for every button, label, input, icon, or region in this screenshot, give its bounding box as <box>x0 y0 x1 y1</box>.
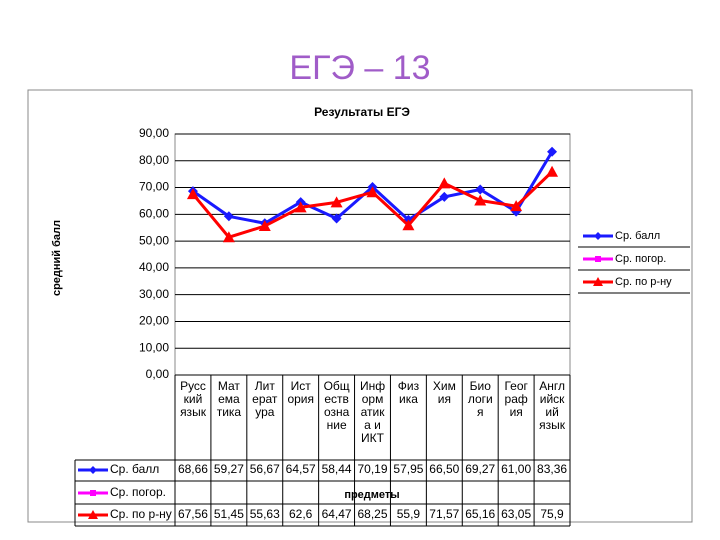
legend-label: Ср. погор. <box>615 253 666 265</box>
chart-title: Результаты ЕГЭ <box>314 105 410 119</box>
y-tick-label: 40,00 <box>139 260 169 274</box>
x-tick-label: Хим ия <box>432 379 456 406</box>
table-value: 55,63 <box>250 507 280 521</box>
legend-marker <box>88 510 98 519</box>
marker <box>474 194 487 206</box>
y-tick-label: 80,00 <box>139 153 169 167</box>
marker <box>330 196 343 208</box>
y-tick-label: 30,00 <box>139 287 169 301</box>
slide-title: ЕГЭ – 13 <box>289 49 430 87</box>
y-tick-label: 10,00 <box>139 340 169 354</box>
table-value: 63,05 <box>501 507 531 521</box>
y-tick-label: 50,00 <box>139 233 169 247</box>
y-tick-label: 0,00 <box>146 367 170 381</box>
x-tick-label: Геог раф ия <box>504 379 528 419</box>
marker <box>186 188 199 200</box>
legend-marker <box>594 232 602 240</box>
marker <box>546 165 559 177</box>
legend-label: Ср. по р-ну <box>615 276 672 288</box>
marker <box>439 191 450 202</box>
marker <box>331 213 342 224</box>
marker <box>258 220 271 232</box>
table-value: 51,45 <box>214 507 244 521</box>
table-value: 64,47 <box>322 507 352 521</box>
y-tick-label: 60,00 <box>139 207 169 221</box>
table-value: 66,50 <box>429 462 459 476</box>
x-tick-label: Англ ийск ий язык <box>539 379 566 432</box>
x-tick-label: Ист ория <box>287 379 314 406</box>
table-value: 59,27 <box>214 462 244 476</box>
table-value: 83,36 <box>537 462 567 476</box>
x-axis-label: предметы <box>344 489 399 501</box>
legend-marker <box>89 466 97 474</box>
y-tick-label: 70,00 <box>139 180 169 194</box>
chart-frame <box>27 89 693 523</box>
table-value: 71,57 <box>429 507 459 521</box>
marker <box>547 146 558 157</box>
legend-marker <box>90 490 96 496</box>
y-tick-label: 90,00 <box>139 126 169 140</box>
y-tick-label: 20,00 <box>139 314 169 328</box>
marker <box>366 186 379 198</box>
table-value: 58,44 <box>322 462 352 476</box>
marker <box>438 177 451 189</box>
y-axis-label: средний балл <box>51 220 63 296</box>
table-value: 61,00 <box>501 462 531 476</box>
table-value: 62,6 <box>289 507 313 521</box>
x-tick-label: Био логи я <box>467 379 493 419</box>
table-value: 69,27 <box>465 462 495 476</box>
table-value: 68,66 <box>178 462 208 476</box>
marker <box>222 231 235 243</box>
x-tick-label: Лит ерат ура <box>252 379 278 419</box>
marker <box>475 184 486 195</box>
table-value: 65,16 <box>465 507 495 521</box>
table-row-label: Ср. погор. <box>110 485 166 499</box>
table-value: 67,56 <box>178 507 208 521</box>
table-row-label: Ср. балл <box>110 462 159 476</box>
table-value: 64,57 <box>286 462 316 476</box>
x-tick-label: Мат ема тика <box>216 379 242 419</box>
marker <box>223 211 234 222</box>
legend-label: Ср. балл <box>615 230 660 242</box>
x-tick-label: Русс кий язык <box>180 379 206 419</box>
table-value: 70,19 <box>357 462 387 476</box>
table-value: 75,9 <box>540 507 564 521</box>
marker <box>510 200 523 212</box>
x-tick-label: Инф орм атик а и ИКТ <box>359 379 386 445</box>
table-value: 56,67 <box>250 462 280 476</box>
marker <box>402 219 415 231</box>
x-tick-label: Общ еств озна ние <box>323 379 350 432</box>
x-tick-label: Физ ика <box>397 379 420 406</box>
table-value: 55,9 <box>397 507 421 521</box>
legend-marker <box>595 256 601 262</box>
table-row-label: Ср. по р-ну <box>110 507 172 521</box>
legend-marker <box>593 277 603 286</box>
marker <box>294 201 307 213</box>
table-value: 68,25 <box>357 507 387 521</box>
table-value: 57,95 <box>393 462 423 476</box>
